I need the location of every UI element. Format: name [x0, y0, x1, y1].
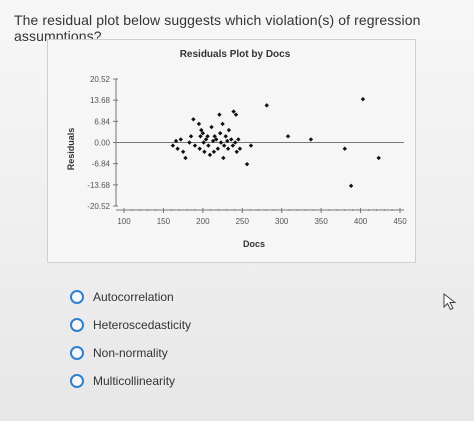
option-heteroscedasticity[interactable]: Heteroscedasticity — [70, 311, 191, 339]
radio-icon[interactable] — [70, 318, 84, 332]
y-tick-label: -13.68 — [87, 181, 110, 190]
data-point — [234, 149, 239, 154]
data-point — [211, 149, 217, 154]
data-point — [229, 137, 234, 142]
axes-layer: 20.52 13.68 6.84 0.00 -6.84 -13.68 -20.52 100 15… — [87, 75, 407, 226]
data-point — [196, 121, 202, 127]
data-point — [210, 138, 216, 144]
x-tick-label: 200 — [196, 217, 210, 226]
data-point — [202, 149, 207, 154]
x-tick-label: 350 — [314, 217, 328, 226]
mouse-pointer-icon — [443, 293, 457, 311]
data-point — [203, 137, 209, 142]
data-point — [220, 121, 225, 127]
x-tick-label: 150 — [157, 217, 171, 226]
data-point — [215, 146, 221, 151]
option-label: Autocorrelation — [93, 290, 174, 304]
data-point — [207, 152, 213, 158]
radio-icon[interactable] — [70, 290, 84, 304]
data-point — [214, 137, 219, 142]
data-point — [236, 137, 241, 142]
data-point — [232, 140, 238, 145]
x-tick-label: 400 — [354, 217, 368, 226]
radio-icon[interactable] — [70, 346, 84, 360]
data-point — [212, 134, 217, 139]
y-tick-label: -20.52 — [87, 202, 110, 211]
data-point — [192, 143, 198, 148]
y-tick-label: 13.68 — [90, 96, 111, 105]
residual-plot-card: Residuals Plot by Docs Residuals Docs 20… — [47, 39, 416, 263]
data-point — [342, 146, 347, 151]
x-tick-label: 250 — [236, 217, 250, 226]
x-tick-label: 300 — [275, 217, 289, 226]
data-point — [264, 103, 269, 108]
data-point — [175, 146, 180, 151]
data-point — [197, 146, 202, 151]
y-axis-label: Residuals — [66, 128, 76, 171]
data-point — [205, 134, 210, 139]
data-point — [285, 134, 291, 139]
data-point — [180, 149, 186, 154]
data-point — [188, 134, 194, 139]
data-point — [308, 137, 314, 142]
y-tick-label: 0.00 — [94, 139, 110, 148]
data-point — [230, 143, 236, 148]
option-label: Heteroscedasticity — [93, 318, 192, 332]
y-tick-label: 20.52 — [90, 75, 111, 84]
chart-title: Residuals Plot by Docs — [180, 49, 291, 60]
option-non-normality[interactable]: Non-normality — [70, 339, 191, 367]
data-point — [225, 138, 230, 144]
data-point — [248, 143, 254, 148]
data-point — [231, 109, 236, 114]
data-point — [201, 140, 206, 145]
x-tick-label: 100 — [117, 217, 131, 226]
data-point — [237, 146, 243, 151]
data-point — [187, 140, 192, 145]
data-point — [233, 112, 239, 117]
data-point — [206, 143, 211, 148]
data-point — [221, 155, 226, 161]
data-point — [170, 143, 176, 148]
data-point — [218, 140, 224, 145]
data-point — [209, 124, 214, 130]
y-tick-label: 6.84 — [94, 117, 110, 126]
data-point — [225, 146, 231, 151]
data-point — [217, 112, 222, 117]
data-point — [376, 155, 381, 161]
radio-icon[interactable] — [70, 374, 84, 388]
residual-plot-chart: Residuals Plot by Docs Residuals Docs 20… — [66, 49, 407, 249]
data-point — [218, 131, 223, 136]
data-point — [191, 117, 196, 122]
x-axis-label: Docs — [243, 239, 265, 249]
x-tick-label: 450 — [393, 217, 407, 226]
data-point — [199, 127, 204, 133]
option-label: Multicollinearity — [93, 374, 176, 388]
data-point — [223, 134, 228, 139]
data-point — [360, 96, 366, 102]
option-label: Non-normality — [93, 346, 168, 360]
data-point — [226, 127, 232, 133]
answer-options: Autocorrelation Heteroscedasticity Non-n… — [70, 283, 191, 395]
data-point — [183, 155, 188, 161]
y-tick-label: -6.84 — [92, 160, 111, 169]
data-point — [178, 137, 183, 142]
data-point — [244, 161, 250, 167]
data-point — [348, 183, 354, 189]
data-point — [221, 143, 227, 148]
data-point — [200, 131, 206, 136]
option-autocorrelation[interactable]: Autocorrelation — [70, 283, 191, 311]
data-point — [173, 138, 179, 144]
option-multicollinearity[interactable]: Multicollinearity — [70, 367, 191, 395]
data-point — [198, 134, 203, 139]
